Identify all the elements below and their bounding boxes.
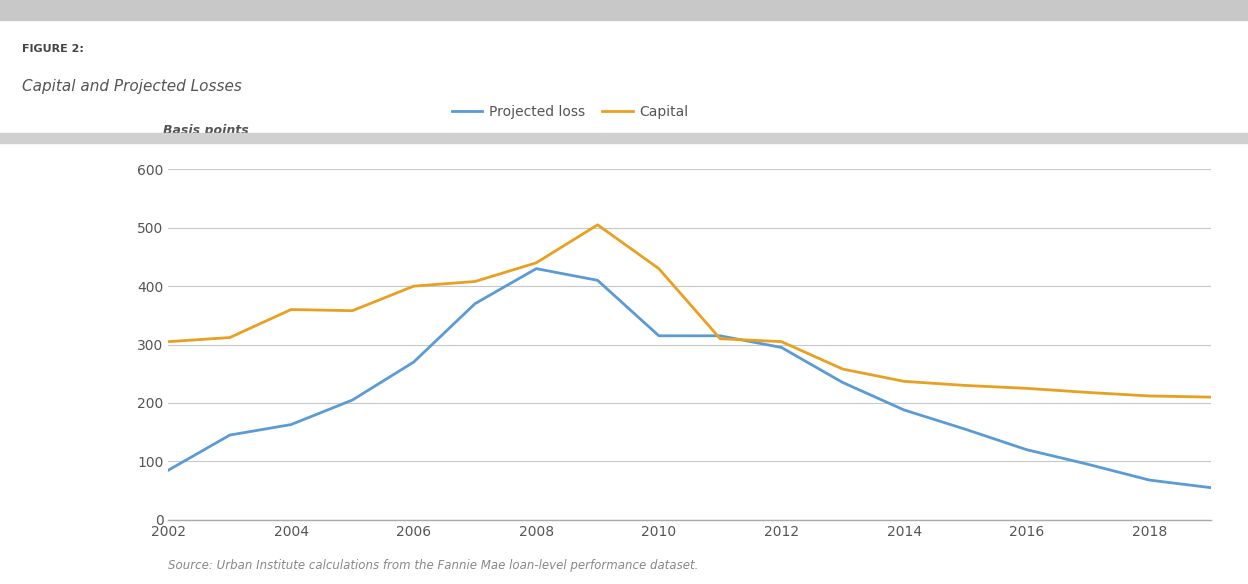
Text: Source: Urban Institute calculations from the Fannie Mae loan-level performance : Source: Urban Institute calculations fro… bbox=[168, 559, 699, 572]
Legend: Projected loss, Capital: Projected loss, Capital bbox=[447, 99, 694, 124]
Text: FIGURE 2:: FIGURE 2: bbox=[22, 44, 85, 54]
Text: Basis points: Basis points bbox=[163, 124, 250, 137]
Text: Capital and Projected Losses: Capital and Projected Losses bbox=[22, 79, 242, 94]
